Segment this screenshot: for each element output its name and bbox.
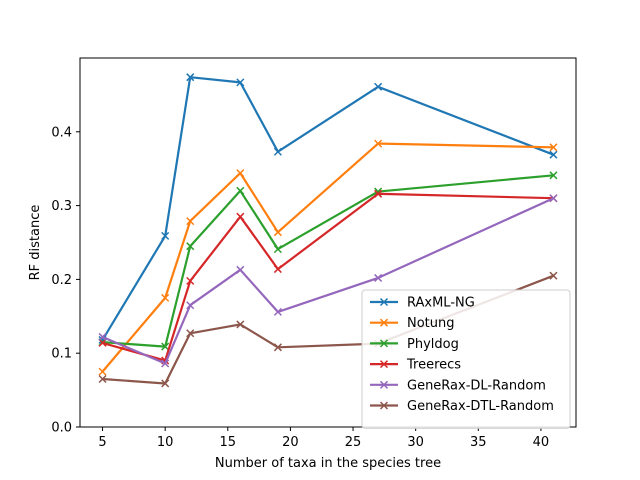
data-point-marker: [161, 231, 170, 240]
data-point-marker: [549, 150, 558, 159]
data-point-marker: [273, 343, 282, 352]
x-tick-label: 20: [282, 435, 299, 450]
y-tick-label: 0.1: [51, 347, 72, 362]
data-point-marker: [161, 359, 170, 368]
y-axis-label: RF distance: [28, 205, 43, 281]
data-point-marker: [161, 379, 170, 388]
y-tick-label: 0.0: [51, 421, 72, 436]
y-tick-label: 0.2: [51, 273, 72, 288]
x-tick-label: 10: [157, 435, 174, 450]
data-point-marker: [549, 171, 558, 180]
legend-marker: [379, 318, 389, 327]
data-point-marker: [374, 82, 383, 91]
x-tick-label: 15: [220, 435, 237, 450]
data-point-marker: [186, 217, 195, 226]
data-point-marker: [98, 338, 107, 347]
legend-label: Notung: [407, 316, 455, 331]
data-point-marker: [374, 189, 383, 198]
y-tick-label: 0.4: [51, 125, 72, 140]
legend-marker: [379, 401, 389, 410]
data-point-marker: [273, 307, 282, 316]
legend-label: Treerecs: [406, 358, 461, 373]
data-point-marker: [273, 147, 282, 156]
data-point-marker: [374, 273, 383, 282]
axes: 5 10 15 20 25 30 35 40 0.0 0.1 0.2 0.3 0.4: [51, 57, 577, 450]
data-point-marker: [549, 194, 558, 203]
data-point-marker: [273, 245, 282, 254]
data-point-marker: [273, 265, 282, 274]
legend-marker: [379, 297, 389, 307]
x-tick-label: 5: [98, 435, 106, 450]
x-axis-label: Number of taxa in the species tree: [215, 456, 441, 471]
legend-marker: [379, 360, 389, 369]
data-point-marker: [236, 265, 245, 274]
legend-marker: [379, 380, 389, 389]
axes-frame: [79, 57, 577, 428]
x-tick-label: 40: [533, 435, 550, 450]
legend: RAxML-NG Notung Phyldog Treerecs GeneRax-DL-…: [361, 289, 571, 429]
x-tick-label: 25: [345, 435, 362, 450]
data-point-marker: [236, 212, 245, 221]
legend-label: RAxML-NG: [407, 296, 475, 311]
data-point-marker: [186, 301, 195, 310]
data-point-marker: [549, 143, 558, 152]
data-point-marker: [98, 374, 107, 384]
x-tick-label: 35: [470, 435, 487, 450]
data-point-marker: [236, 78, 245, 87]
data-point-marker: [161, 293, 170, 302]
data-point-marker: [186, 242, 195, 251]
data-point-marker: [186, 73, 195, 82]
y-tick-label: 0.3: [51, 199, 72, 214]
data-point-marker: [236, 186, 245, 195]
legend-label: GeneRax-DL-Random: [407, 378, 546, 393]
data-point-marker: [236, 320, 245, 329]
legend-label: GeneRax-DTL-Random: [407, 399, 554, 414]
data-point-marker: [549, 271, 558, 280]
legend-box: [361, 289, 571, 429]
data-point-marker: [186, 329, 195, 338]
data-point-marker: [186, 276, 195, 285]
plot-area: [98, 73, 558, 388]
x-tick-label: 30: [407, 435, 424, 450]
legend-label: Phyldog: [407, 337, 459, 352]
data-point-marker: [98, 332, 107, 341]
data-point-marker: [98, 367, 107, 376]
data-point-marker: [374, 139, 383, 148]
data-point-marker: [236, 169, 245, 178]
legend-marker: [379, 339, 389, 348]
data-point-marker: [161, 342, 170, 351]
data-point-marker: [273, 228, 282, 237]
